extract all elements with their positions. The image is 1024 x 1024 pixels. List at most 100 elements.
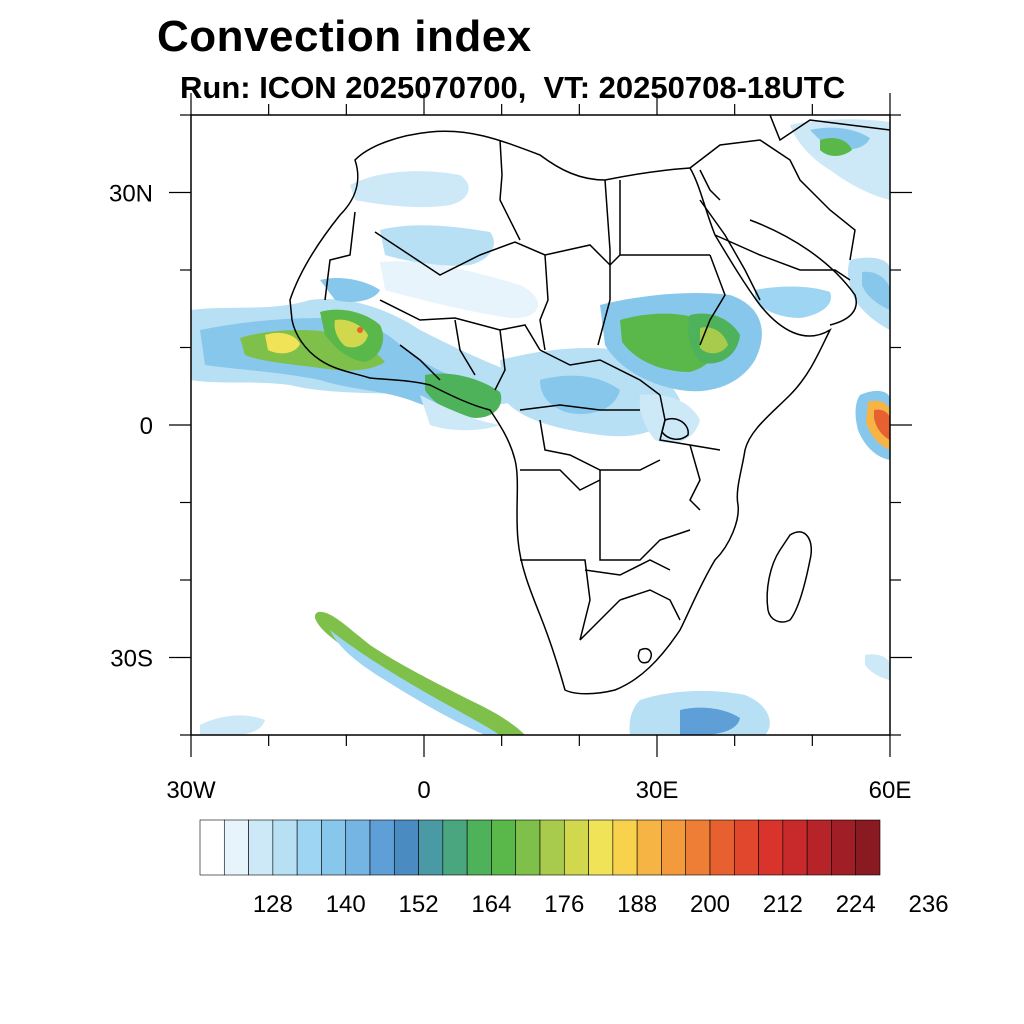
colorbar-swatch	[248, 819, 274, 876]
colorbar-label: 224	[836, 891, 876, 918]
colorbar-swatch	[539, 819, 565, 876]
colorbar-swatch	[223, 819, 249, 876]
border-4	[597, 179, 611, 346]
convection-area-northeast-green	[820, 138, 852, 156]
convection-peak-point	[357, 327, 363, 333]
lon-tick-label: 0	[417, 777, 430, 804]
colorbar-swatch	[491, 819, 517, 876]
convection-area-mauritania	[320, 278, 380, 302]
convection-area-yemen	[755, 286, 831, 318]
colorbar-swatch	[199, 819, 225, 876]
colorbar-swatch	[733, 819, 759, 876]
colorbar-swatch	[588, 819, 614, 876]
border-12	[539, 349, 661, 396]
colorbar-swatch	[393, 819, 419, 876]
convection-area-southeast	[865, 654, 890, 680]
convection-area-guinea-peak	[334, 319, 368, 348]
axis-tick-labels: 30N 0 30S 30W 0 30E 60E	[109, 181, 911, 805]
colorbar-label: 188	[617, 891, 657, 918]
convection-area-south-west	[200, 715, 265, 735]
convection-field	[191, 119, 890, 735]
convection-area-south-atlantic-front	[314, 611, 525, 735]
lon-tick-label: 30E	[636, 777, 679, 804]
convection-area-south-indian-core	[680, 707, 740, 735]
border-22	[579, 599, 621, 641]
colorbar-swatch	[612, 819, 638, 876]
border-16	[659, 394, 721, 451]
border-11	[494, 329, 506, 391]
africa-coastline	[289, 130, 832, 695]
border-1	[324, 211, 356, 301]
chart-subtitle: Run: ICON 2025070700, VT: 20250708-18UTC	[180, 70, 846, 105]
border-20	[584, 559, 671, 576]
convection-area-nigeria-light	[420, 395, 500, 431]
sinai-redsea	[699, 199, 761, 301]
colorbar-swatch	[515, 819, 541, 876]
convection-area-ethiopia-peak	[700, 327, 728, 354]
colorbar-label: 140	[326, 891, 366, 918]
border-14	[539, 419, 661, 471]
colorbar-swatch	[636, 819, 662, 876]
colorbar-swatch	[806, 819, 832, 876]
border-7	[699, 254, 726, 346]
border-18	[599, 470, 691, 561]
lake-victoria	[661, 418, 689, 440]
colorbar-swatch	[709, 819, 735, 876]
lat-tick-label: 30N	[109, 181, 153, 208]
border-26	[699, 169, 721, 201]
lon-tick-label: 30W	[166, 777, 216, 804]
border-24	[714, 234, 851, 281]
border-3	[499, 139, 521, 241]
colorbar-swatch	[661, 819, 687, 876]
border-25	[689, 139, 856, 261]
border-5	[539, 254, 549, 351]
colorbar-swatch	[758, 819, 784, 876]
colorbar-swatch	[272, 819, 298, 876]
colorbar-label: 128	[253, 891, 293, 918]
colorbar: 128 140 152 164 176 188 200 212 224 236	[199, 819, 949, 918]
border-9	[399, 344, 441, 381]
border-15	[520, 469, 601, 491]
colorbar-swatch	[418, 819, 444, 876]
convection-area-sahara-central	[380, 225, 494, 266]
colorbar-swatch	[321, 819, 347, 876]
colorbar-label: 176	[544, 891, 584, 918]
arabian-coast	[749, 219, 857, 326]
colorbar-label: 212	[763, 891, 803, 918]
border-17	[689, 444, 701, 511]
convection-area-sahel-light	[380, 261, 539, 319]
borders-layer	[289, 115, 890, 695]
convection-area-coast-cell	[265, 332, 300, 354]
border-21	[619, 589, 681, 621]
convection-area-sahara-north	[350, 171, 469, 208]
border-19	[520, 559, 591, 641]
colorbar-label: 164	[471, 891, 511, 918]
axis-ticks	[169, 93, 912, 757]
colorbar-label: 200	[690, 891, 730, 918]
colorbar-swatch	[369, 819, 395, 876]
border-23	[637, 648, 652, 664]
colorbar-swatch	[442, 819, 468, 876]
madagascar	[766, 531, 812, 623]
colorbar-swatch	[831, 819, 857, 876]
colorbar-swatch	[782, 819, 808, 876]
border-27	[769, 115, 890, 142]
convection-area-arabian-sea-core	[862, 271, 890, 310]
colorbar-swatch	[466, 819, 492, 876]
border-8	[379, 299, 541, 351]
lat-tick-label: 0	[140, 413, 153, 440]
border-13	[519, 404, 640, 411]
colorbar-label: 152	[399, 891, 439, 918]
colorbar-swatch	[345, 819, 371, 876]
convection-area-indian-ocean-peak	[874, 409, 890, 440]
lat-tick-label: 30S	[110, 646, 153, 673]
colorbar-label: 236	[909, 891, 949, 918]
colorbar-swatch	[855, 819, 881, 876]
colorbar-swatch	[685, 819, 711, 876]
colorbar-swatch	[563, 819, 589, 876]
lon-tick-label: 60E	[869, 777, 912, 804]
border-10	[454, 319, 476, 376]
colorbar-swatch	[296, 819, 322, 876]
chart-title: Convection index	[157, 12, 532, 61]
